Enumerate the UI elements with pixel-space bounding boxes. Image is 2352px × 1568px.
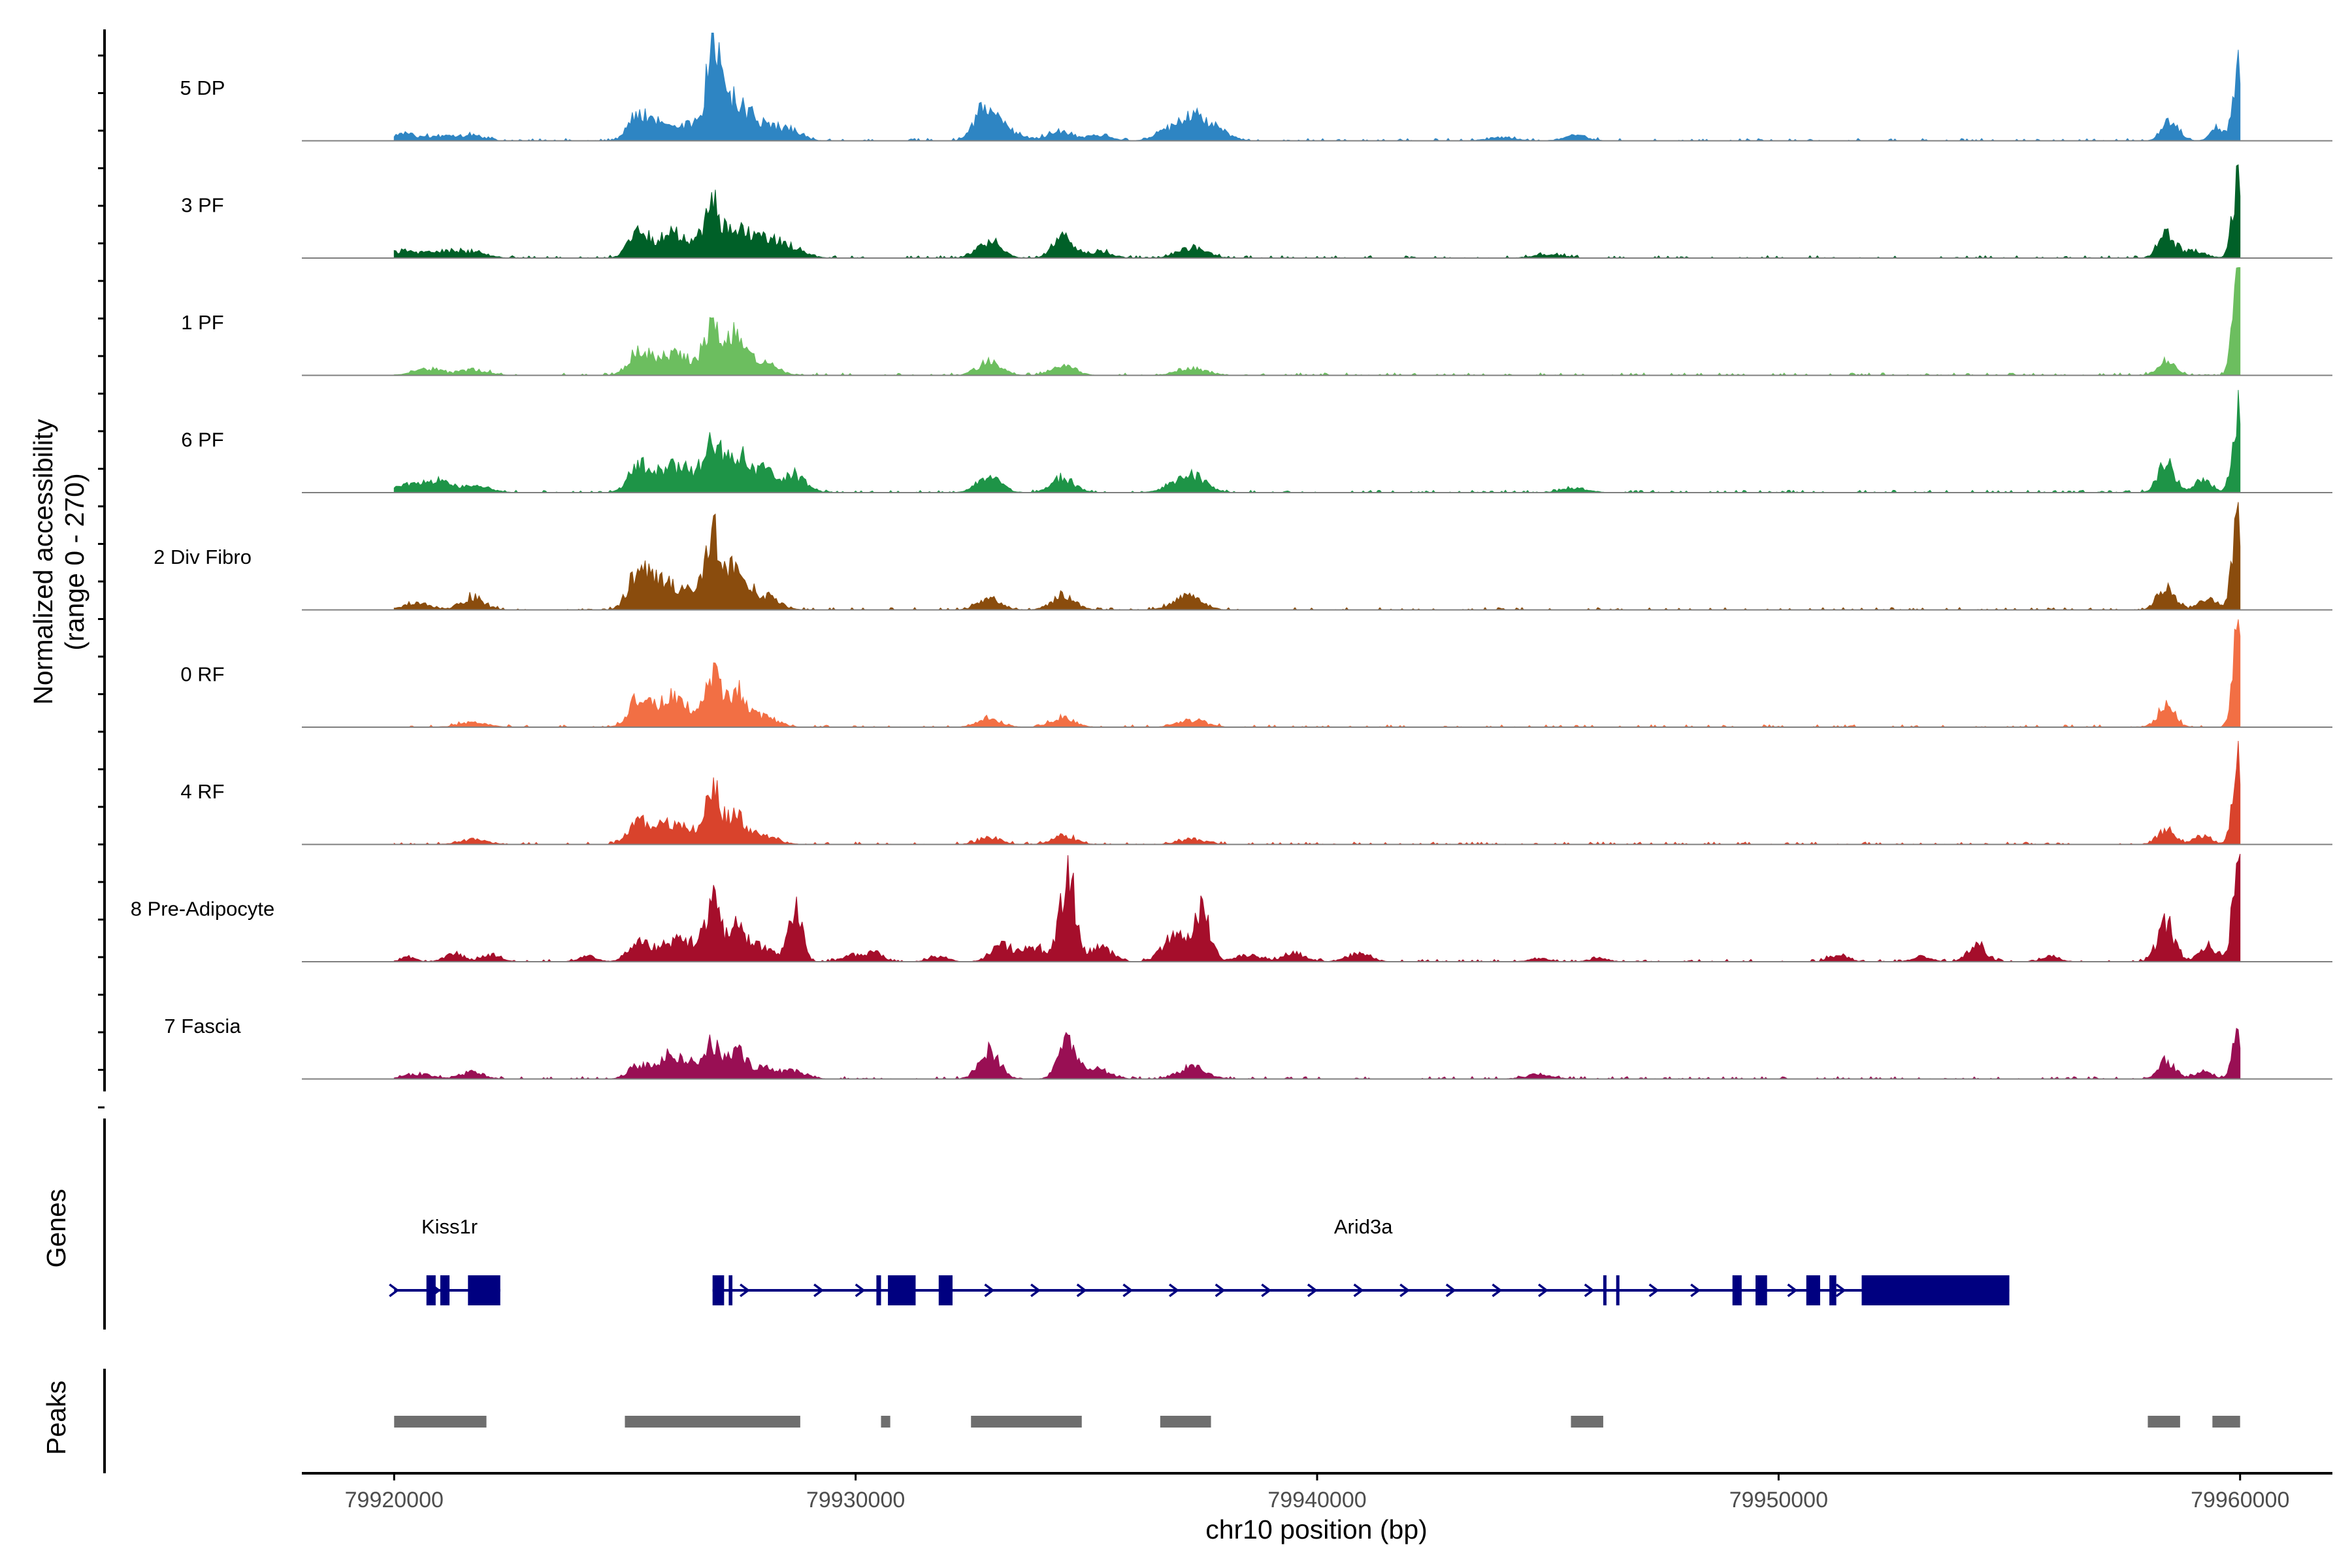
coverage-track-4-rf: 4 RF <box>180 740 2332 845</box>
strand-arrow <box>984 1283 995 1298</box>
strand-arrow <box>1076 1283 1087 1298</box>
peak-region-bar <box>881 1416 890 1428</box>
peak-region-bar <box>1571 1416 1603 1428</box>
strand-arrow <box>1122 1283 1134 1298</box>
x-tick-label: 79940000 <box>1267 1488 1366 1512</box>
strand-arrow <box>1835 1283 1846 1298</box>
strand-arrow <box>813 1283 825 1298</box>
strand-arrow <box>1445 1283 1456 1298</box>
strand-arrow <box>430 1283 441 1298</box>
coverage-track-3-pf: 3 PF <box>181 164 2332 259</box>
peak-region-bar <box>625 1416 800 1428</box>
peak-region-bar <box>394 1416 487 1428</box>
peak-region-bar <box>1160 1416 1211 1428</box>
track-label: 1 PF <box>181 311 223 334</box>
coverage-area <box>394 619 2241 728</box>
strand-arrow <box>389 1283 400 1298</box>
gene-exon <box>938 1275 953 1305</box>
coverage-track-0-rf: 0 RF <box>180 619 2332 728</box>
strand-arrow <box>855 1283 866 1298</box>
peak-region-bar <box>2148 1416 2180 1428</box>
track-label: 2 Div Fibro <box>154 546 252 568</box>
track-label: 4 RF <box>180 780 224 803</box>
y-axis-range-label: (range 0 - 270) <box>59 473 90 650</box>
strand-arrow <box>1584 1283 1595 1298</box>
track-label: 7 Fascia <box>164 1015 241 1037</box>
gene-label: Kiss1r <box>421 1215 478 1238</box>
peak-region-bar <box>971 1416 1082 1428</box>
gene-exon <box>1756 1275 1767 1305</box>
gene-exon <box>440 1275 450 1305</box>
gene-arid3a: Arid3a <box>712 1215 2010 1305</box>
strand-arrow <box>1690 1283 1701 1298</box>
coverage-area <box>393 389 2241 493</box>
track-label: 6 PF <box>181 429 223 451</box>
coverage-track-1-pf: 1 PF <box>181 267 2332 376</box>
gene-exon <box>426 1275 436 1305</box>
coverage-area <box>393 33 2241 142</box>
y-axis-title: Normalized accessibility <box>28 419 58 705</box>
coverage-track-7-fascia: 7 Fascia <box>164 1015 2332 1080</box>
track-label: 8 Pre-Adipocyte <box>131 898 275 921</box>
track-label: 0 RF <box>180 663 224 686</box>
strand-arrow <box>1030 1283 1041 1298</box>
peak-region-panel <box>394 1416 2240 1428</box>
x-tick-label: 79960000 <box>2191 1488 2289 1512</box>
gene-exon <box>1616 1275 1620 1305</box>
gene-exon <box>728 1275 733 1305</box>
track-label: 3 PF <box>181 194 223 217</box>
gene-exon <box>1806 1275 1820 1305</box>
coverage-track-2-div-fibro: 2 Div Fibro <box>154 502 2332 611</box>
x-tick-label: 79930000 <box>806 1488 905 1512</box>
peaks-panel-title: Peaks <box>41 1380 71 1455</box>
strand-arrow <box>1261 1283 1272 1298</box>
x-tick-label: 79920000 <box>345 1488 444 1512</box>
coverage-area <box>393 1028 2241 1080</box>
gene-kiss1r: Kiss1r <box>389 1215 500 1305</box>
strand-arrow <box>1492 1283 1503 1298</box>
genes-panel-title: Genes <box>41 1189 71 1268</box>
strand-arrow <box>1353 1283 1364 1298</box>
strand-arrow <box>1307 1283 1318 1298</box>
coverage-area <box>393 853 2241 962</box>
axes-layer: 79920000 79930000 79940000 79950000 79960000 <box>98 29 2332 1512</box>
strand-arrow <box>1538 1283 1549 1298</box>
gene-exon <box>876 1275 881 1305</box>
gene-annotation-panel: Kiss1r Arid3a <box>389 1215 2010 1305</box>
strand-arrow <box>740 1283 751 1298</box>
peak-region-bar <box>2212 1416 2240 1428</box>
strand-arrow <box>1168 1283 1179 1298</box>
strand-arrow <box>1215 1283 1226 1298</box>
gene-exon <box>1829 1275 1837 1305</box>
coverage-track-8-pre-adipocyte: 8 Pre-Adipocyte <box>131 853 2332 962</box>
track-label: 5 DP <box>180 76 225 99</box>
coverage-track-6-pf: 6 PF <box>181 389 2332 493</box>
coverage-area <box>393 164 2241 259</box>
strand-arrow <box>1399 1283 1411 1298</box>
coverage-area <box>393 740 2241 845</box>
strand-arrow <box>1787 1283 1798 1298</box>
gene-exon <box>888 1275 916 1305</box>
coverage-tracks: 5 DP 3 PF 1 PF 6 PF 2 Div Fibro 0 RF 4 RF 8 Pre… <box>131 33 2332 1080</box>
x-axis-title: chr10 position (bp) <box>1205 1514 1428 1544</box>
x-tick-label: 79950000 <box>1729 1488 1828 1512</box>
gene-label: Arid3a <box>1334 1215 1393 1238</box>
gene-exon <box>1861 1275 2010 1305</box>
gene-exon <box>468 1275 500 1305</box>
coverage-area <box>393 502 2241 611</box>
gene-exon <box>712 1275 725 1305</box>
gene-exon <box>1732 1275 1742 1305</box>
gene-exon <box>1603 1275 1607 1305</box>
strand-arrow <box>1648 1283 1659 1298</box>
coverage-track-5-dp: 5 DP <box>180 33 2332 142</box>
coverage-area <box>393 267 2241 376</box>
